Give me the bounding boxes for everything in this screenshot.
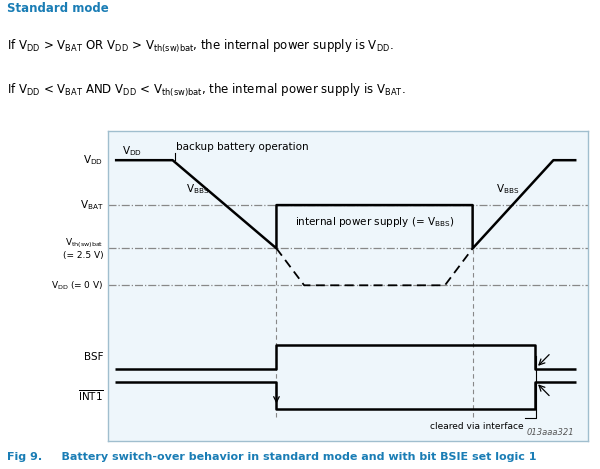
Text: V$_\mathregular{BBS}$: V$_\mathregular{BBS}$ <box>496 182 519 196</box>
Text: V$_\mathregular{DD}$: V$_\mathregular{DD}$ <box>122 144 142 158</box>
Text: V$_\mathregular{BAT}$: V$_\mathregular{BAT}$ <box>80 198 103 212</box>
Text: V$_\mathregular{BBS}$: V$_\mathregular{BBS}$ <box>187 182 210 196</box>
Text: Standard mode: Standard mode <box>7 2 109 15</box>
Text: V$_\mathregular{DD}$: V$_\mathregular{DD}$ <box>83 153 103 167</box>
Text: $\overline{\mathrm{INT1}}$: $\overline{\mathrm{INT1}}$ <box>77 388 103 402</box>
Text: internal power supply (= V$_\mathregular{BBS}$): internal power supply (= V$_\mathregular… <box>295 215 454 229</box>
Text: V$_\mathregular{DD}$ (= 0 V): V$_\mathregular{DD}$ (= 0 V) <box>51 279 103 292</box>
Text: BSF: BSF <box>84 352 103 362</box>
Text: If V$_\mathregular{DD}$ < V$_\mathregular{BAT}$ AND V$_\mathregular{DD}$ < V$_\m: If V$_\mathregular{DD}$ < V$_\mathregula… <box>7 82 406 99</box>
Text: V$_\mathregular{th(sw)bat}$
(= 2.5 V): V$_\mathregular{th(sw)bat}$ (= 2.5 V) <box>63 236 103 260</box>
Text: If V$_\mathregular{DD}$ > V$_\mathregular{BAT}$ OR V$_\mathregular{DD}$ > V$_\ma: If V$_\mathregular{DD}$ > V$_\mathregula… <box>7 38 394 55</box>
Text: cleared via interface: cleared via interface <box>430 422 523 431</box>
Text: 013aaa321: 013aaa321 <box>527 428 574 437</box>
Text: Fig 9.     Battery switch-over behavior in standard mode and with bit BSIE set l: Fig 9. Battery switch-over behavior in s… <box>7 452 537 462</box>
Text: backup battery operation: backup battery operation <box>176 142 309 152</box>
